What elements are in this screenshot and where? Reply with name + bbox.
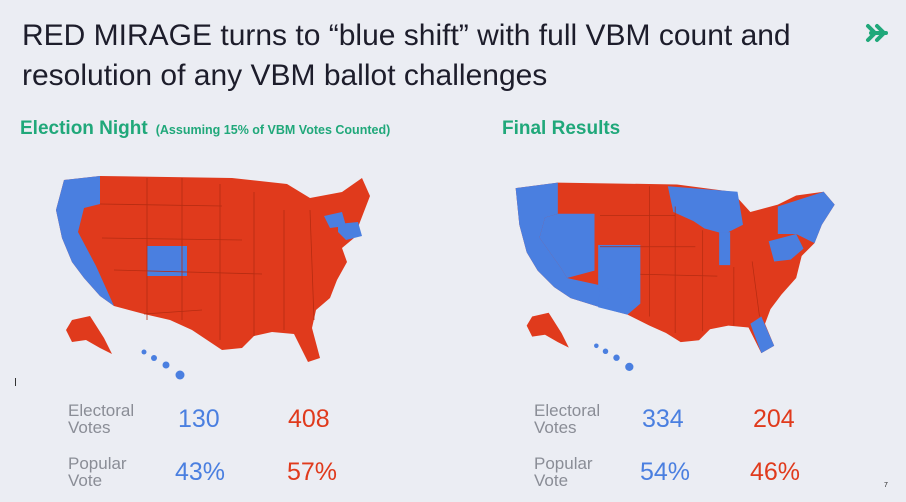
final-results-popular-blue: 54% — [640, 458, 691, 486]
final-results-map — [515, 182, 835, 371]
final-results-electoral-label: Electoral Votes — [534, 401, 601, 437]
election-night-electoral-label: Electoral Votes — [68, 401, 135, 437]
final-results-electoral-blue: 334 — [642, 405, 684, 433]
page-number: 7 — [884, 482, 888, 489]
divider-mark — [15, 378, 16, 386]
final-results-popular-label: Popular Vote — [534, 454, 593, 490]
final-results-electoral-red: 204 — [753, 405, 795, 433]
election-night-title: Election Night — [20, 118, 148, 139]
election-night-electoral-red: 408 — [288, 405, 330, 433]
slide-title: RED MIRAGE turns to “blue shift” with fu… — [22, 19, 791, 92]
final-results-borders — [600, 186, 760, 333]
election-night-borders — [99, 178, 315, 340]
election-night-hawaii — [141, 349, 185, 380]
final-results-alaska — [526, 312, 569, 348]
election-night-heading: Election Night (Assuming 15% of VBM Votes… — [20, 118, 390, 140]
election-night-popular-label: Popular Vote — [68, 454, 127, 490]
election-night-alaska — [66, 316, 112, 354]
election-night-popular-red: 57% — [287, 458, 338, 486]
election-night-popular-blue: 43% — [175, 458, 226, 486]
election-night-electoral-blue: 130 — [178, 405, 220, 433]
final-results-popular-red: 46% — [750, 458, 801, 486]
brand-logo-icon — [866, 24, 888, 42]
election-night-mainland — [56, 176, 370, 362]
election-night-map — [56, 176, 370, 380]
final-results-hawaii — [594, 343, 634, 371]
final-results-heading: Final Results — [502, 118, 621, 139]
election-night-note: (Assuming 15% of VBM Votes Counted) — [155, 123, 391, 137]
